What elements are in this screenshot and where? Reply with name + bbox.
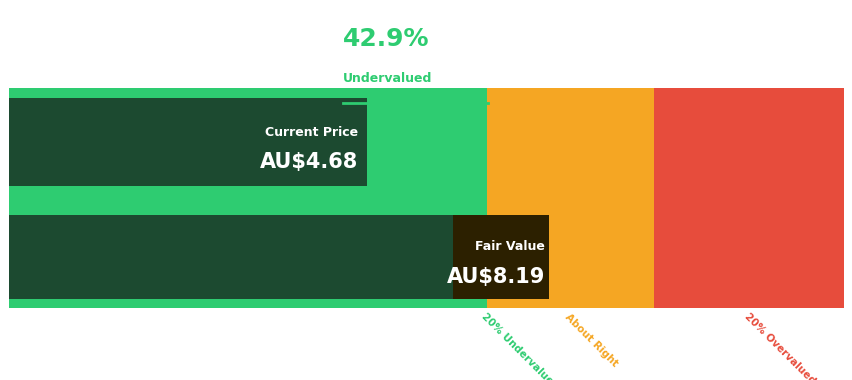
- Text: 20% Undervalued: 20% Undervalued: [479, 312, 560, 380]
- Text: Current Price: Current Price: [265, 125, 358, 138]
- Text: About Right: About Right: [562, 312, 619, 369]
- Bar: [452, 214, 549, 299]
- Bar: [9, 214, 486, 299]
- Bar: [9, 98, 366, 185]
- Text: AU$8.19: AU$8.19: [446, 268, 544, 287]
- Text: Fair Value: Fair Value: [475, 241, 544, 253]
- Bar: [9, 88, 486, 308]
- Text: 42.9%: 42.9%: [343, 27, 429, 51]
- Text: 20% Overvalued: 20% Overvalued: [741, 312, 816, 380]
- Text: AU$4.68: AU$4.68: [260, 152, 358, 173]
- Text: Undervalued: Undervalued: [343, 72, 432, 85]
- Bar: [486, 88, 653, 308]
- Bar: [653, 88, 843, 308]
